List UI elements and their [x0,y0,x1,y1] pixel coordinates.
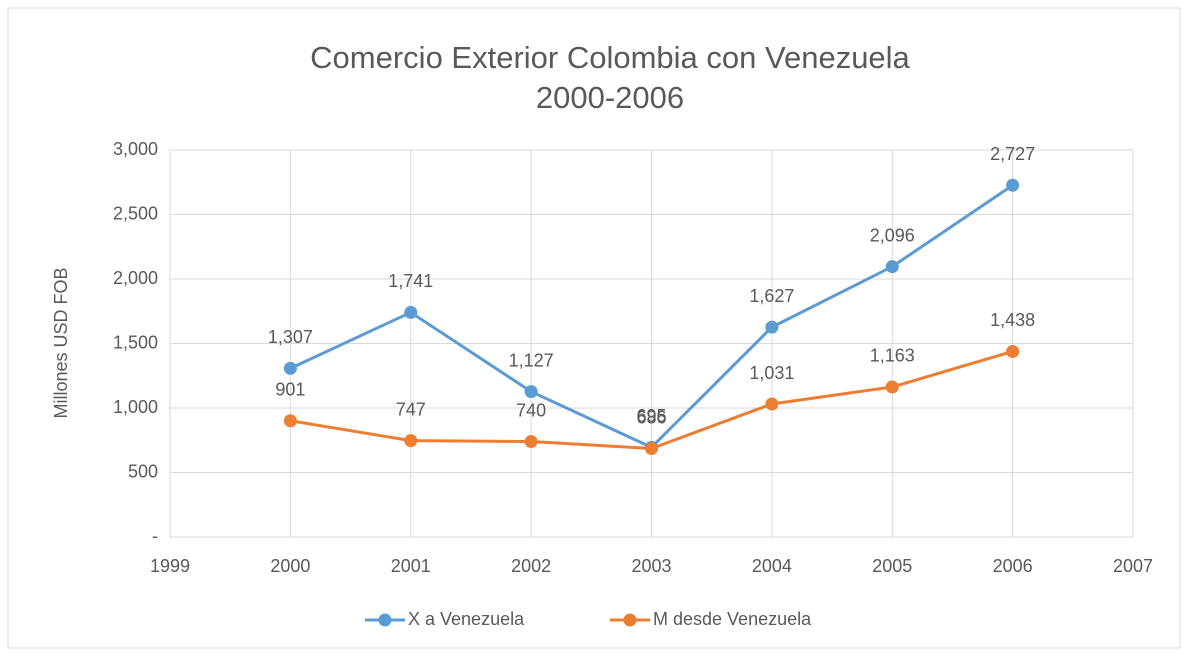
data-label: 1,127 [509,350,554,370]
data-point [404,305,418,319]
x-tick-label: 2006 [993,556,1033,576]
data-point [283,361,297,375]
chart-title: 2000-2006 [536,80,684,115]
data-point [645,442,658,456]
y-tick-label: 500 [128,461,158,481]
data-label: 901 [275,380,305,400]
data-point [885,260,899,274]
data-label: 695 [636,406,666,426]
legend-marker [623,613,637,627]
data-label: 747 [396,399,426,419]
data-point [1006,178,1020,192]
data-label: 740 [516,400,546,420]
x-tick-label: 2004 [752,556,792,576]
x-tick-label: 2001 [391,556,431,576]
legend-label: X a Venezuela [408,609,525,629]
data-label: 686 [636,407,666,427]
data-point [524,435,538,449]
y-tick-label: - [152,526,158,546]
data-label: 1,627 [749,286,794,306]
y-tick-label: 1,500 [113,332,158,352]
x-tick-label: 2000 [270,556,310,576]
y-tick-label: 2,000 [113,268,158,288]
data-point [404,434,418,448]
x-tick-label: 2007 [1113,556,1153,576]
x-tick-label: 2002 [511,556,551,576]
x-tick-label: 2003 [631,556,671,576]
data-label: 2,096 [870,225,915,245]
data-point [283,414,297,428]
data-point [1006,344,1020,358]
data-label: 1,163 [870,346,915,366]
data-point [885,380,899,394]
chart-border [7,7,1181,649]
x-tick-label: 2005 [872,556,912,576]
data-label: 1,741 [388,271,433,291]
y-tick-label: 1,000 [113,397,158,417]
data-label: 1,438 [990,310,1035,330]
data-point [524,385,538,399]
data-label: 1,031 [749,363,794,383]
y-axis-label: Millones USD FOB [51,267,71,418]
data-label: 2,727 [990,144,1035,164]
chart-title: Comercio Exterior Colombia con Venezuela [310,40,910,75]
y-tick-label: 3,000 [113,139,158,159]
x-tick-label: 1999 [150,556,190,576]
data-point [765,397,779,411]
data-point [765,320,779,334]
y-tick-label: 2,500 [113,203,158,223]
legend-marker [378,613,392,627]
data-label: 1,307 [268,327,313,347]
legend-label: M desde Venezuela [653,609,812,629]
